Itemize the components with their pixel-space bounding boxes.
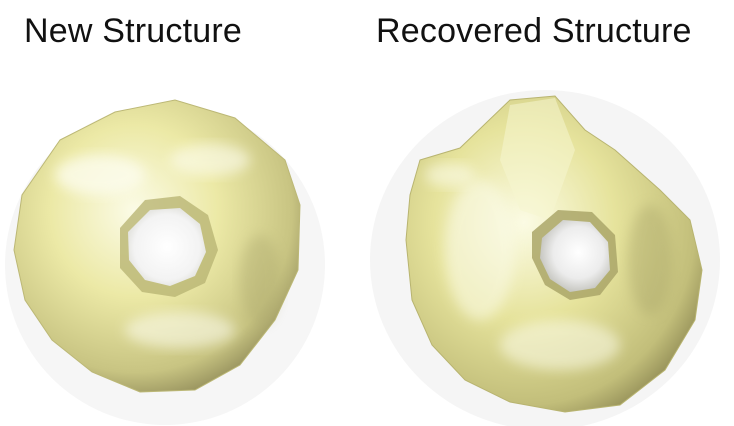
recovered-structure-title: Recovered Structure bbox=[376, 12, 692, 50]
new-structure-panel: New Structure bbox=[0, 0, 340, 426]
highlight bbox=[500, 320, 620, 370]
highlight bbox=[425, 163, 475, 187]
highlight bbox=[170, 144, 250, 176]
shadow-region bbox=[240, 235, 280, 325]
recovered-structure-render bbox=[370, 90, 720, 426]
new-structure-render bbox=[5, 99, 325, 425]
torus-hole bbox=[128, 208, 206, 286]
highlight bbox=[445, 180, 515, 320]
new-structure-title: New Structure bbox=[24, 12, 243, 50]
highlight bbox=[500, 98, 575, 220]
recovered-hole bbox=[540, 220, 610, 292]
shadow-region bbox=[628, 205, 672, 315]
highlight bbox=[55, 155, 145, 195]
highlight bbox=[125, 312, 235, 348]
recovered-structure-panel: Recovered Structure bbox=[360, 0, 734, 426]
